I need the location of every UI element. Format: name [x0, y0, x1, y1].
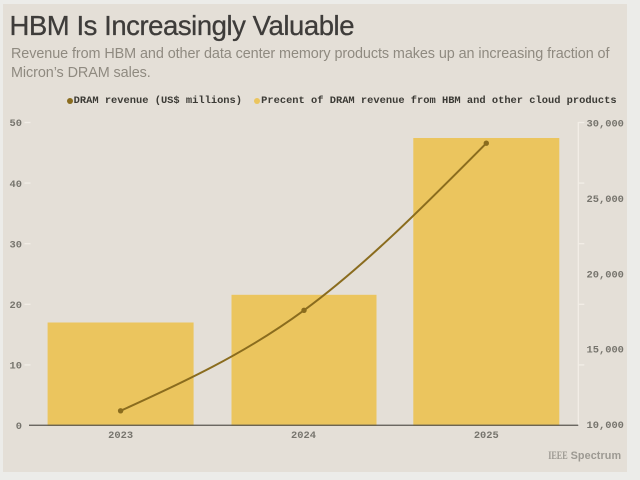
svg-text:30,000: 30,000 [587, 119, 624, 131]
svg-text:IEEE: IEEE [548, 450, 568, 462]
svg-text:30: 30 [10, 239, 22, 251]
svg-text:20,000: 20,000 [587, 269, 624, 281]
svg-text:10: 10 [10, 361, 22, 373]
svg-text:50: 50 [10, 118, 22, 130]
svg-text:2024: 2024 [291, 430, 316, 442]
svg-text:2025: 2025 [474, 430, 499, 442]
svg-text:2023: 2023 [108, 430, 133, 442]
svg-text:40: 40 [10, 179, 22, 191]
svg-text:20: 20 [10, 300, 22, 312]
svg-text:Spectrum: Spectrum [571, 450, 622, 462]
svg-text:15,000: 15,000 [587, 345, 624, 357]
svg-text:25,000: 25,000 [587, 194, 624, 206]
svg-text:0: 0 [16, 421, 22, 433]
svg-text:10,000: 10,000 [587, 420, 624, 432]
